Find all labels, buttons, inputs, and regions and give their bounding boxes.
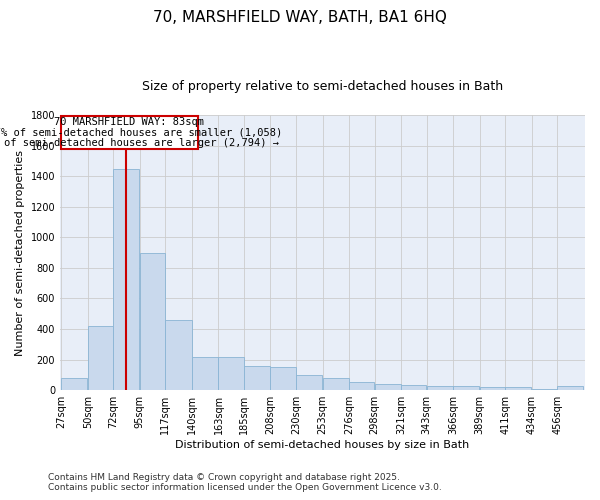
Text: 70 MARSHFIELD WAY: 83sqm: 70 MARSHFIELD WAY: 83sqm: [54, 116, 204, 126]
Y-axis label: Number of semi-detached properties: Number of semi-detached properties: [15, 150, 25, 356]
Bar: [401, 385, 426, 390]
Text: Contains public sector information licensed under the Open Government Licence v3: Contains public sector information licen…: [48, 484, 442, 492]
Bar: [218, 358, 244, 390]
Text: ← 27% of semi-detached houses are smaller (1,058): ← 27% of semi-detached houses are smalle…: [0, 127, 282, 137]
Bar: [296, 375, 322, 390]
Bar: [453, 386, 479, 390]
Bar: [374, 384, 401, 390]
Bar: [349, 382, 374, 390]
Bar: [532, 388, 557, 390]
Bar: [140, 252, 165, 390]
Bar: [505, 388, 532, 390]
Text: 70, MARSHFIELD WAY, BATH, BA1 6HQ: 70, MARSHFIELD WAY, BATH, BA1 6HQ: [153, 10, 447, 25]
Bar: [557, 386, 583, 390]
Text: 72% of semi-detached houses are larger (2,794) →: 72% of semi-detached houses are larger (…: [0, 138, 279, 147]
FancyBboxPatch shape: [61, 116, 197, 150]
Bar: [88, 326, 113, 390]
Title: Size of property relative to semi-detached houses in Bath: Size of property relative to semi-detach…: [142, 80, 503, 93]
Bar: [192, 358, 218, 390]
Bar: [244, 366, 270, 390]
Bar: [480, 387, 505, 390]
Bar: [427, 386, 453, 390]
Bar: [165, 320, 191, 390]
Bar: [61, 378, 88, 390]
Bar: [323, 378, 349, 390]
Bar: [271, 366, 296, 390]
Bar: [113, 168, 139, 390]
X-axis label: Distribution of semi-detached houses by size in Bath: Distribution of semi-detached houses by …: [175, 440, 470, 450]
Text: Contains HM Land Registry data © Crown copyright and database right 2025.: Contains HM Land Registry data © Crown c…: [48, 474, 400, 482]
